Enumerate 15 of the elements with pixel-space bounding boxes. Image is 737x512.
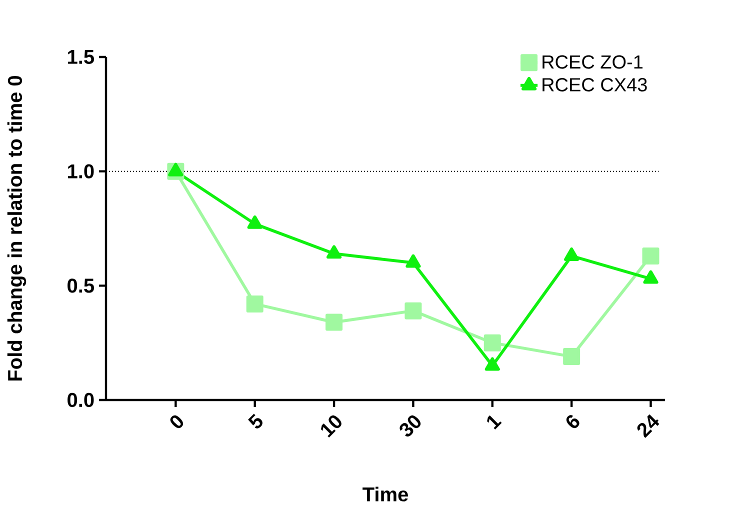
x-tick-label: 10 (320, 415, 342, 438)
x-tick-label: 5 (248, 414, 262, 428)
x-tick-label: 24 (637, 414, 660, 438)
x-tick-label: 0 (170, 415, 184, 428)
x-tick-label: 1 (487, 415, 502, 430)
legend-label: RCEC CX43 (542, 78, 647, 92)
x-tick-label: 30 (400, 415, 421, 436)
legend-label: RCEC ZO-1 (542, 55, 643, 69)
x-axis-title: Time (362, 486, 408, 502)
x-tick-label: 6 (566, 415, 580, 428)
y-tick-label: 0.0 (68, 392, 94, 408)
y-tick-label: 1.5 (68, 50, 94, 64)
y-axis-title: Fold change in relation to time 0 (7, 76, 26, 381)
y-tick-label: 0.5 (68, 278, 94, 293)
y-tick-label: 1.0 (68, 164, 94, 178)
